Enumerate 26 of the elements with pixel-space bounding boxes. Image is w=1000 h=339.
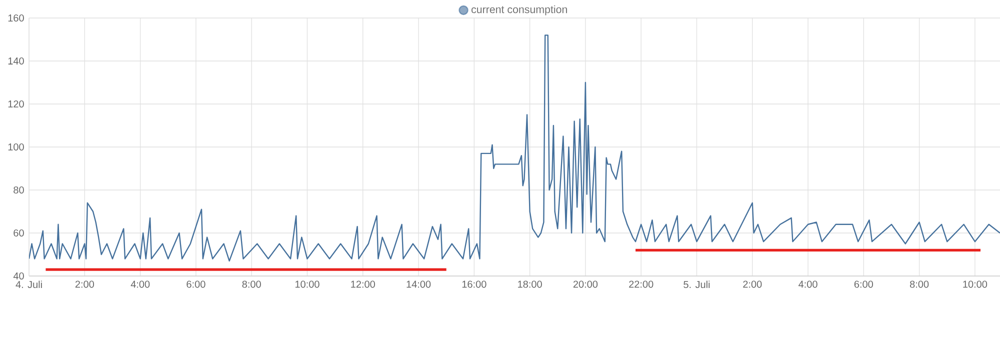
- y-tick-label: 140: [8, 57, 24, 65]
- x-tick-label: 6:00: [186, 280, 206, 288]
- x-tick-label: 14:00: [406, 280, 431, 288]
- y-tick-label: 160: [8, 14, 24, 22]
- y-tick-label: 60: [14, 229, 24, 237]
- x-tick-label: 12:00: [351, 280, 375, 288]
- x-tick-label: 8:00: [242, 280, 261, 288]
- x-tick-label: 10:00: [963, 280, 988, 288]
- x-tick-label: 22:00: [629, 280, 654, 288]
- y-tick-label: 80: [14, 186, 24, 194]
- x-tick-label: 2:00: [75, 280, 94, 288]
- x-tick-label: 5. Juli: [684, 280, 710, 288]
- y-tick-label: 120: [8, 100, 24, 108]
- x-tick-label: 6:00: [854, 280, 873, 288]
- legend-label: current consumption: [472, 5, 567, 16]
- x-tick-label: 8:00: [910, 280, 929, 288]
- x-tick-label: 4:00: [798, 280, 818, 288]
- x-tick-label: 20:00: [573, 280, 598, 288]
- x-tick-label: 4. Juli: [16, 280, 42, 288]
- x-tick-label: 4:00: [130, 280, 150, 288]
- y-tick-label: 40: [13, 272, 24, 280]
- x-tick-label: 10:00: [295, 280, 320, 288]
- x-tick-label: 2:00: [743, 280, 762, 288]
- x-tick-label: 18:00: [518, 280, 542, 288]
- y-tick-label: 100: [8, 143, 24, 151]
- x-tick-label: 16:00: [462, 280, 486, 288]
